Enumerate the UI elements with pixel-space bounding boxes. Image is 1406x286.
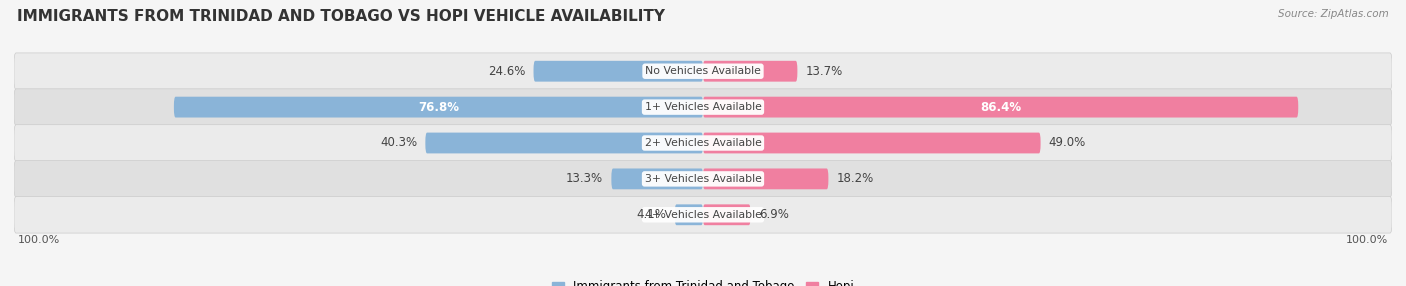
FancyBboxPatch shape — [14, 125, 1392, 161]
Text: 3+ Vehicles Available: 3+ Vehicles Available — [644, 174, 762, 184]
Text: 18.2%: 18.2% — [837, 172, 875, 185]
FancyBboxPatch shape — [703, 204, 751, 225]
Text: IMMIGRANTS FROM TRINIDAD AND TOBAGO VS HOPI VEHICLE AVAILABILITY: IMMIGRANTS FROM TRINIDAD AND TOBAGO VS H… — [17, 9, 665, 23]
FancyBboxPatch shape — [703, 168, 828, 189]
FancyBboxPatch shape — [612, 168, 703, 189]
Text: 13.7%: 13.7% — [806, 65, 844, 78]
Text: 86.4%: 86.4% — [980, 101, 1021, 114]
Text: 4.1%: 4.1% — [637, 208, 666, 221]
Text: Source: ZipAtlas.com: Source: ZipAtlas.com — [1278, 9, 1389, 19]
FancyBboxPatch shape — [14, 160, 1392, 197]
FancyBboxPatch shape — [703, 97, 1298, 118]
Text: 76.8%: 76.8% — [418, 101, 458, 114]
Text: 100.0%: 100.0% — [17, 235, 59, 245]
FancyBboxPatch shape — [14, 196, 1392, 233]
Text: 2+ Vehicles Available: 2+ Vehicles Available — [644, 138, 762, 148]
Text: 40.3%: 40.3% — [380, 136, 418, 150]
FancyBboxPatch shape — [703, 133, 1040, 153]
Text: 13.3%: 13.3% — [567, 172, 603, 185]
Text: 6.9%: 6.9% — [759, 208, 789, 221]
FancyBboxPatch shape — [533, 61, 703, 82]
FancyBboxPatch shape — [14, 53, 1392, 90]
Text: 4+ Vehicles Available: 4+ Vehicles Available — [644, 210, 762, 220]
FancyBboxPatch shape — [703, 61, 797, 82]
Text: 49.0%: 49.0% — [1049, 136, 1085, 150]
Text: No Vehicles Available: No Vehicles Available — [645, 66, 761, 76]
Text: 100.0%: 100.0% — [1347, 235, 1389, 245]
FancyBboxPatch shape — [426, 133, 703, 153]
Legend: Immigrants from Trinidad and Tobago, Hopi: Immigrants from Trinidad and Tobago, Hop… — [547, 276, 859, 286]
Text: 24.6%: 24.6% — [488, 65, 526, 78]
FancyBboxPatch shape — [14, 89, 1392, 126]
Text: 1+ Vehicles Available: 1+ Vehicles Available — [644, 102, 762, 112]
FancyBboxPatch shape — [675, 204, 703, 225]
FancyBboxPatch shape — [174, 97, 703, 118]
